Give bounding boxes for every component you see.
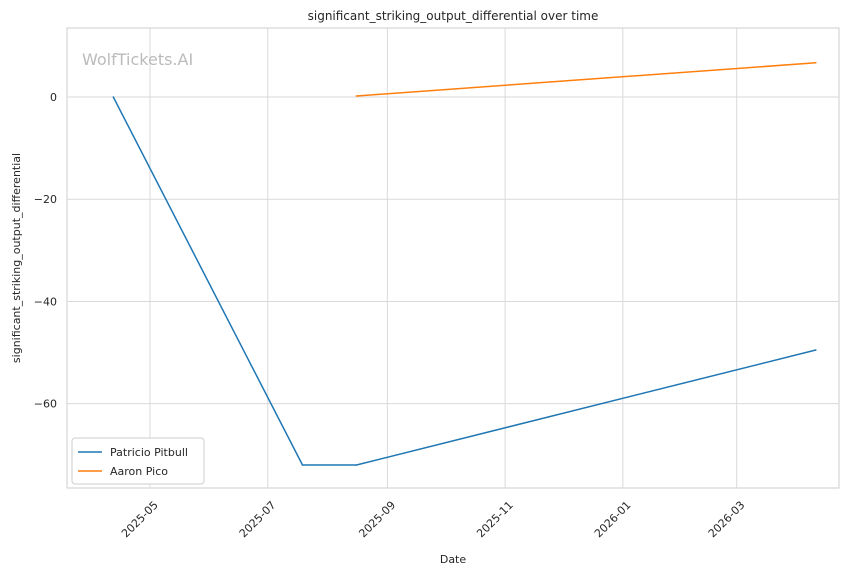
series-layer <box>112 61 817 466</box>
series-line-aaron-pico <box>356 62 816 97</box>
legend-box <box>71 437 205 485</box>
legend: Patricio Pitbull Aaron Pico <box>71 437 205 485</box>
data-point-patricio-pitbull <box>815 349 817 351</box>
data-point-aaron-pico <box>355 95 358 97</box>
series-line-patricio-pitbull <box>112 96 816 466</box>
grid <box>67 28 839 488</box>
y-axis-label: significant_striking_output_differential <box>10 153 23 363</box>
y-tick-label: −20 <box>34 193 57 206</box>
x-tick-label: 2025-09 <box>356 499 398 541</box>
y-tick-label: −40 <box>34 295 57 308</box>
x-axis-label: Date <box>440 553 467 566</box>
legend-label-patricio-pitbull: Patricio Pitbull <box>110 446 188 459</box>
data-point-patricio-pitbull <box>301 464 304 466</box>
chart-title: significant_striking_output_differential… <box>308 9 599 23</box>
x-axis-ticks: 2025-05 2025-07 2025-09 2025-11 2026-01 2026-… <box>119 499 747 541</box>
data-point-patricio-pitbull <box>355 464 358 466</box>
x-tick-label: 2025-07 <box>237 499 279 541</box>
y-axis-ticks: 0 −20 −40 −60 <box>34 91 57 411</box>
legend-label-aaron-pico: Aaron Pico <box>110 465 168 478</box>
data-point-patricio-pitbull <box>112 96 115 98</box>
data-point-aaron-pico <box>815 61 817 64</box>
y-tick-label: 0 <box>50 91 57 104</box>
x-tick-label: 2025-05 <box>119 499 161 541</box>
x-tick-label: 2026-01 <box>592 499 634 541</box>
x-tick-label: 2025-11 <box>474 499 516 541</box>
x-tick-label: 2026-03 <box>706 499 748 541</box>
watermark: WolfTickets.AI <box>82 50 193 69</box>
y-tick-label: −60 <box>34 398 57 411</box>
